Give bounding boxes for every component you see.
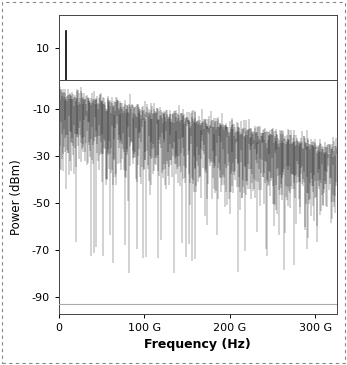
- Y-axis label: Power (dBm): Power (dBm): [10, 159, 23, 235]
- X-axis label: Frequency (Hz): Frequency (Hz): [144, 338, 251, 351]
